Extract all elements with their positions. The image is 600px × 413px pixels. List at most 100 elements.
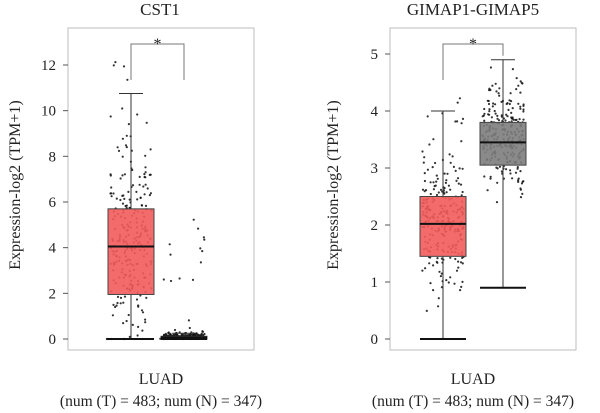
- data-point: [497, 119, 501, 122]
- data-point: [142, 185, 145, 188]
- data-point: [121, 107, 124, 110]
- data-point: [128, 335, 131, 338]
- data-point: [483, 175, 486, 178]
- data-point: [121, 202, 125, 205]
- data-point: [517, 177, 520, 180]
- data-point: [511, 107, 514, 110]
- y-tick-label: 3: [371, 161, 379, 177]
- data-point: [494, 82, 497, 85]
- data-point: [510, 100, 513, 103]
- panel-cst1: CST1 Expression-log2 (TPM+1) 0 2 4 6 8 10 12 *…: [7, 0, 262, 410]
- y-axis: 0 2 4 6 8 10 12: [41, 58, 68, 348]
- data-point: [135, 298, 139, 301]
- data-point: [498, 87, 501, 90]
- jitter-points: [105, 61, 208, 341]
- data-point: [115, 197, 118, 200]
- data-point: [111, 314, 114, 317]
- data-point: [516, 166, 519, 169]
- data-point: [112, 64, 115, 67]
- data-point: [438, 270, 441, 273]
- data-point: [421, 150, 424, 153]
- data-point: [487, 99, 490, 103]
- data-point: [125, 319, 128, 323]
- y-tick-label: 8: [49, 149, 57, 165]
- data-point: [173, 328, 177, 332]
- data-point: [517, 102, 520, 105]
- data-point: [144, 154, 147, 157]
- data-point: [114, 61, 117, 64]
- data-point: [514, 171, 518, 174]
- data-point: [433, 185, 436, 188]
- data-point: [138, 175, 141, 178]
- y-tick-label: 1: [371, 275, 379, 291]
- data-point: [496, 117, 499, 120]
- category-label: LUAD: [139, 371, 183, 388]
- box-N: [479, 121, 527, 166]
- data-point: [146, 187, 149, 190]
- data-point: [137, 305, 140, 308]
- data-point: [122, 65, 126, 68]
- data-point: [491, 84, 494, 87]
- data-point: [144, 171, 147, 174]
- category-label: LUAD: [451, 371, 495, 388]
- data-point: [440, 286, 443, 289]
- data-point: [491, 105, 494, 108]
- data-point: [495, 166, 498, 169]
- data-point: [519, 170, 522, 173]
- data-point: [431, 166, 434, 169]
- data-point: [193, 333, 196, 336]
- data-point: [460, 122, 463, 125]
- data-point: [149, 192, 152, 195]
- data-point: [510, 111, 513, 114]
- data-point: [457, 266, 460, 269]
- y-tick-label: 4: [371, 104, 379, 120]
- data-point: [461, 262, 464, 265]
- data-point: [457, 182, 460, 185]
- data-point: [490, 116, 493, 119]
- data-point: [455, 179, 458, 182]
- data-point: [452, 165, 455, 168]
- data-point: [149, 173, 152, 176]
- data-point: [455, 269, 459, 272]
- data-point: [423, 172, 426, 175]
- data-point: [522, 110, 525, 113]
- data-point: [123, 295, 127, 298]
- data-point: [522, 118, 525, 121]
- y-tick-label: 5: [371, 47, 379, 63]
- data-point: [493, 109, 496, 113]
- data-point: [454, 257, 457, 261]
- data-point: [522, 108, 525, 111]
- y-tick-label: 0: [49, 332, 57, 348]
- data-point: [444, 181, 447, 184]
- data-point: [125, 146, 128, 149]
- data-point: [486, 189, 489, 192]
- data-point: [423, 179, 426, 183]
- data-point: [203, 238, 206, 241]
- data-point: [436, 177, 439, 180]
- data-point: [449, 276, 452, 279]
- data-point: [436, 261, 439, 264]
- data-point: [500, 115, 503, 118]
- data-point: [461, 117, 465, 120]
- y-tick-label: 2: [371, 218, 379, 234]
- data-point: [115, 304, 118, 307]
- data-point: [432, 188, 435, 191]
- data-point: [432, 264, 435, 267]
- data-point: [167, 331, 170, 334]
- data-point: [121, 174, 124, 177]
- data-point: [516, 167, 519, 170]
- data-point: [498, 94, 501, 97]
- data-point: [434, 161, 437, 165]
- data-point: [116, 146, 119, 149]
- data-point: [190, 333, 193, 336]
- data-point: [202, 236, 205, 239]
- y-tick-label: 6: [49, 195, 57, 211]
- data-point: [116, 295, 120, 298]
- data-point: [140, 204, 143, 207]
- data-point: [119, 302, 122, 305]
- data-point: [521, 192, 524, 195]
- data-point: [500, 100, 503, 103]
- data-point: [519, 105, 522, 108]
- data-point: [424, 189, 428, 192]
- data-point: [125, 134, 128, 137]
